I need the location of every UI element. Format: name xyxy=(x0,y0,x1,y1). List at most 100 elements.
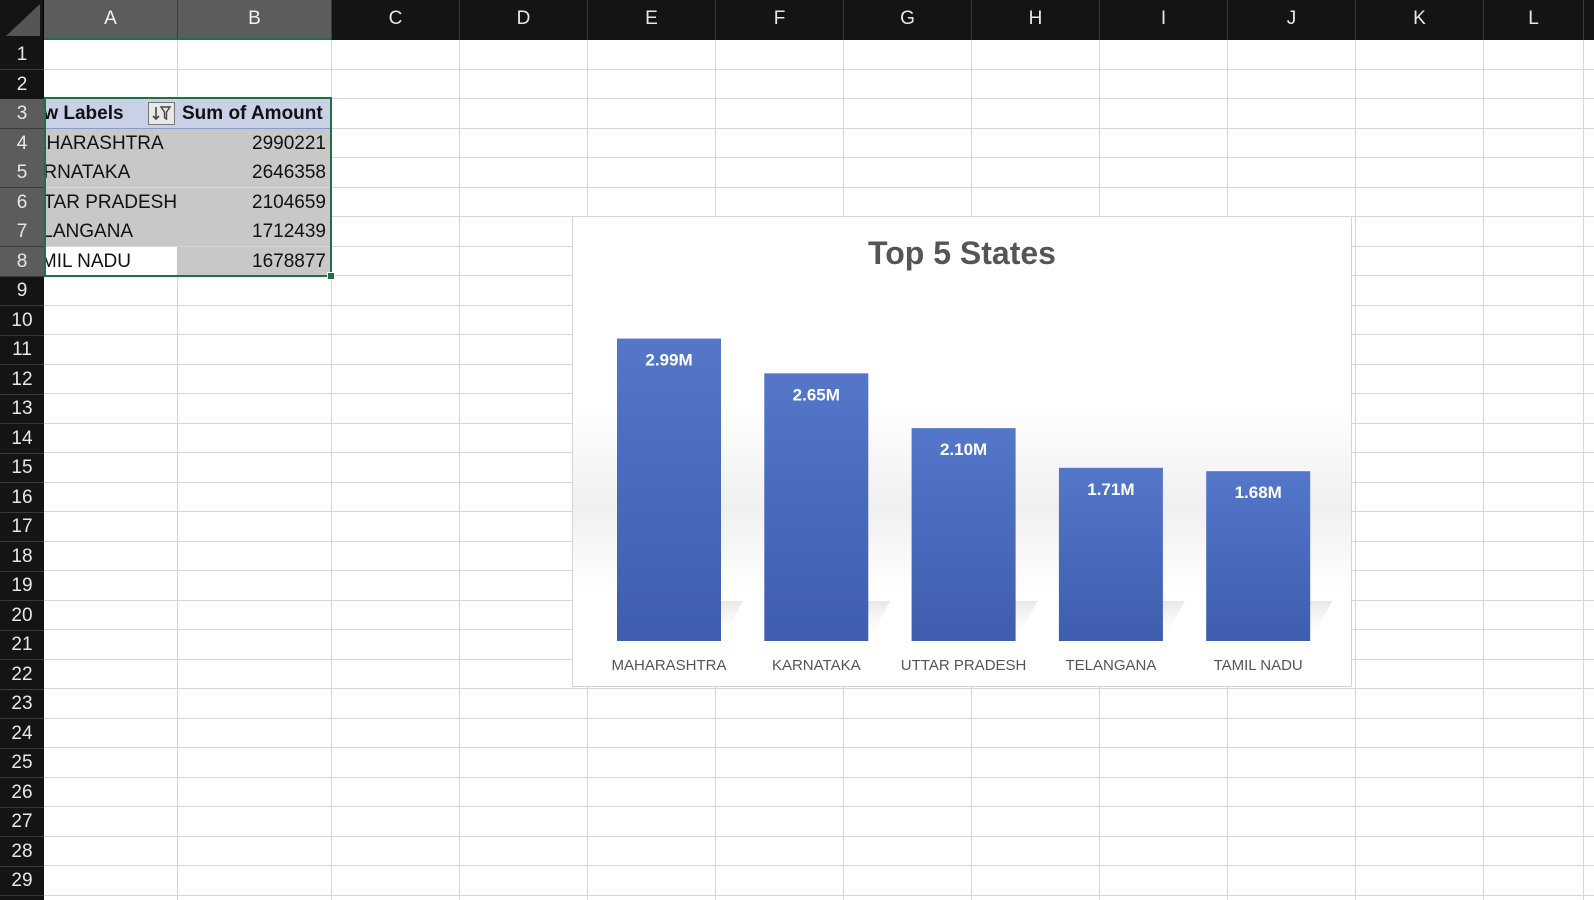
row-header[interactable]: 18 xyxy=(0,542,44,572)
selected-columns-indicator xyxy=(44,38,331,40)
column-header[interactable]: K xyxy=(1356,0,1484,40)
row-header[interactable]: 5 xyxy=(0,158,44,188)
gridline xyxy=(44,187,1594,188)
gridline xyxy=(177,40,178,900)
sort-filter-icon[interactable] xyxy=(148,102,175,125)
row-header[interactable]: 2 xyxy=(0,70,44,100)
row-header[interactable]: 7 xyxy=(0,217,44,247)
row-header[interactable]: 26 xyxy=(0,778,44,808)
row-header[interactable]: 24 xyxy=(0,719,44,749)
row-header[interactable]: 27 xyxy=(0,807,44,837)
column-header[interactable]: I xyxy=(1100,0,1228,40)
row-header[interactable]: 15 xyxy=(0,453,44,483)
gridline xyxy=(44,688,1594,689)
x-tick-label: MAHARASHTRA xyxy=(611,657,726,674)
pivot-row-label[interactable]: MAHARASHTRA xyxy=(44,132,164,154)
pivot-sum-header[interactable]: Sum of Amount xyxy=(182,103,323,124)
row-header[interactable]: 4 xyxy=(0,129,44,159)
x-tick-label: TELANGANA xyxy=(1065,657,1156,674)
gridline xyxy=(1355,40,1356,900)
row-header[interactable]: 21 xyxy=(0,630,44,660)
column-header[interactable]: D xyxy=(460,0,588,40)
chart-plot-area: 2.99M MAHARASHTRA 2.65M KARNATAKA 2.10M UTTAR… xyxy=(611,338,1333,674)
gridline xyxy=(44,157,1594,158)
x-tick-label: TAMIL NADU xyxy=(1214,657,1303,674)
pivot-row-label[interactable]: UTTAR PRADESH xyxy=(44,191,178,213)
column-header[interactable]: C xyxy=(332,0,460,40)
gridline xyxy=(44,98,1594,99)
pivot-row: MAHARASHTRA 2990221 xyxy=(44,128,331,158)
row-header[interactable]: 20 xyxy=(0,601,44,631)
gridline xyxy=(331,40,332,900)
pivot-row-label[interactable]: KARNATAKA xyxy=(44,162,131,183)
data-label: 2.99M xyxy=(645,351,692,370)
gridline xyxy=(44,128,1594,129)
row-header[interactable]: 14 xyxy=(0,424,44,454)
chart-bar[interactable] xyxy=(911,428,1016,641)
row-header[interactable]: 3 xyxy=(0,99,44,129)
pivot-table[interactable]: Row Labels Sum of Amount MAHARASHTRA 2990… xyxy=(44,99,331,276)
pivot-header-row: Row Labels Sum of Amount xyxy=(44,99,331,129)
row-header[interactable]: 23 xyxy=(0,689,44,719)
row-header[interactable]: 6 xyxy=(0,188,44,218)
select-all-triangle-icon xyxy=(6,4,40,36)
pivot-row-value[interactable]: 2646358 xyxy=(252,162,326,183)
chart-bar[interactable] xyxy=(1058,467,1163,641)
gridline xyxy=(44,895,1594,896)
chart-bar[interactable] xyxy=(764,373,869,641)
column-header[interactable]: B xyxy=(178,0,332,40)
row-header[interactable]: 25 xyxy=(0,748,44,778)
x-tick-label: UTTAR PRADESH xyxy=(901,657,1027,674)
row-headers: 1 2 3 4 5 6 7 8 9 10 11 12 13 14 15 16 17 18 19 20 21 22 23 24 2… xyxy=(0,40,44,900)
pivot-row: TAMIL NADU 1678877 xyxy=(44,246,331,276)
gridline xyxy=(44,69,1594,70)
select-all-corner[interactable] xyxy=(0,0,44,40)
column-header[interactable]: F xyxy=(716,0,844,40)
row-header[interactable]: 17 xyxy=(0,512,44,542)
row-header[interactable]: 10 xyxy=(0,306,44,336)
row-header[interactable]: 16 xyxy=(0,483,44,513)
row-header[interactable]: 13 xyxy=(0,394,44,424)
pivot-row-value[interactable]: 1678877 xyxy=(252,250,326,272)
column-header[interactable]: E xyxy=(588,0,716,40)
pivot-row-labels-header[interactable]: Row Labels xyxy=(44,103,124,124)
pivot-row-value[interactable]: 2990221 xyxy=(252,132,326,154)
x-tick-label: KARNATAKA xyxy=(772,657,861,674)
row-header[interactable]: 28 xyxy=(0,837,44,867)
row-header[interactable]: 9 xyxy=(0,276,44,306)
data-label: 1.71M xyxy=(1087,480,1134,499)
fill-handle[interactable] xyxy=(327,272,335,280)
row-header[interactable]: 29 xyxy=(0,866,44,896)
gridline xyxy=(1483,40,1484,900)
pivot-row: TELANGANA 1712439 xyxy=(44,217,331,246)
pivot-row-label[interactable]: TELANGANA xyxy=(44,221,134,242)
chart-bar[interactable] xyxy=(617,338,721,641)
column-header[interactable]: J xyxy=(1228,0,1356,40)
chart-title: Top 5 States xyxy=(868,235,1056,271)
active-cell[interactable] xyxy=(44,246,177,276)
row-header[interactable]: 22 xyxy=(0,660,44,690)
row-header[interactable]: 8 xyxy=(0,247,44,277)
data-label: 2.10M xyxy=(940,440,987,459)
row-header[interactable]: 19 xyxy=(0,571,44,601)
pivot-row-label[interactable]: TAMIL NADU xyxy=(44,250,131,272)
pivot-row-value[interactable]: 1712439 xyxy=(252,221,326,242)
row-header[interactable]: 12 xyxy=(0,365,44,395)
column-header[interactable]: H xyxy=(972,0,1100,40)
column-header[interactable]: A xyxy=(44,0,178,40)
pivot-row-value[interactable]: 2104659 xyxy=(252,191,326,213)
chart-bar[interactable] xyxy=(1206,471,1311,641)
pivot-row: KARNATAKA 2646358 xyxy=(44,158,331,187)
bar-chart[interactable]: Top 5 States 2.99M MAHARASHTRA 2.65M KARNAT… xyxy=(572,216,1352,687)
gridline xyxy=(44,836,1594,837)
row-header[interactable]: 11 xyxy=(0,335,44,365)
column-header[interactable]: G xyxy=(844,0,972,40)
row-header[interactable]: 1 xyxy=(0,40,44,70)
data-label: 2.65M xyxy=(793,385,840,404)
column-header[interactable]: L xyxy=(1484,0,1584,40)
gridline xyxy=(459,40,460,900)
gridline xyxy=(44,718,1594,719)
gridline xyxy=(44,806,1594,807)
gridline xyxy=(1583,40,1584,900)
